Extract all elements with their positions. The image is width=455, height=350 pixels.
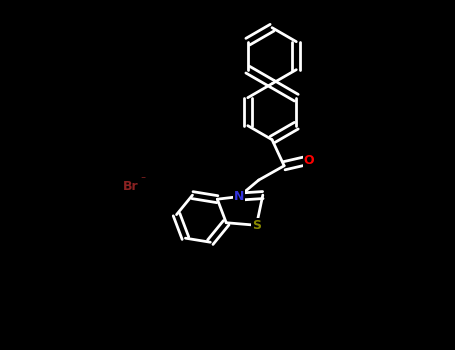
Text: N: N [234,190,244,203]
Text: ⁻: ⁻ [140,175,145,186]
Text: O: O [303,154,314,167]
Text: S: S [252,219,261,232]
Text: Br: Br [123,180,138,193]
